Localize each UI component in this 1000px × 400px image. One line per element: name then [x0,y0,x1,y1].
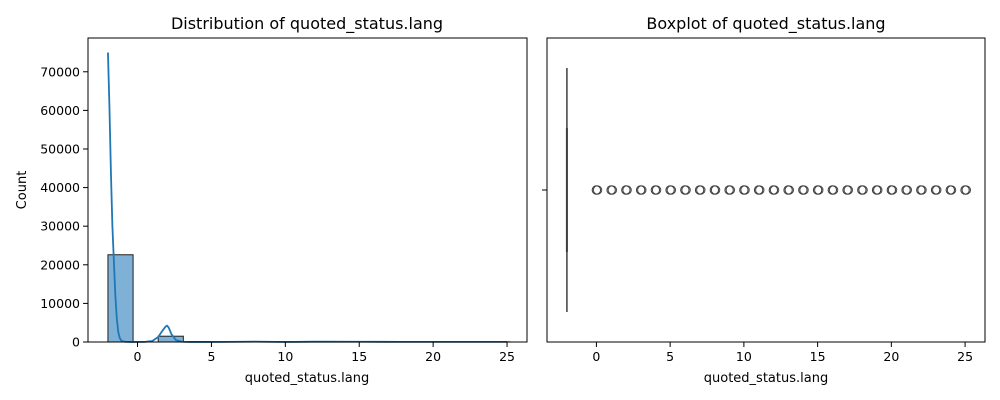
histogram-y-tick-label: 40000 [40,180,80,195]
boxplot-x-tick-label: 0 [592,349,600,364]
boxplot-x-tick-label: 5 [666,349,674,364]
histogram-y-tick-label: 60000 [40,103,80,118]
histogram-panel: Distribution of quoted_status.lang 0 5 10 1… [15,14,528,386]
boxplot-flier [784,185,794,195]
histogram-x-axis-label: quoted_status.lang [245,371,369,386]
boxplot-x-tick-label: 25 [957,349,973,364]
boxplot-flier [710,185,721,195]
histogram-x-tick-label: 15 [351,349,367,364]
boxplot-flier [932,185,942,195]
boxplot-flier [696,185,706,195]
boxplot-flier [917,185,927,195]
histogram-y-tick-label: 10000 [40,296,80,311]
histogram-bar [107,254,134,343]
boxplot-flier [961,185,971,195]
boxplot-flier [887,185,898,195]
boxplot-flier [946,185,957,195]
boxplot-panel: Boxplot of quoted_status.lang 0 5 10 15 20 25… [542,14,986,386]
histogram-x-tick-label: 0 [134,349,142,364]
boxplot-fliers [591,185,971,195]
histogram-y-tick-label: 30000 [40,219,80,234]
histogram-y-tick-label: 20000 [40,257,80,272]
kde-curve [107,52,508,343]
histogram-y-axis-label: Count [15,171,30,210]
boxplot-x-tick-label: 10 [736,349,752,364]
boxplot-flier [622,185,632,195]
histogram-y-tick-label: 70000 [40,64,80,79]
boxplot-flier [843,185,853,195]
histogram-x-tick-label: 25 [499,349,515,364]
boxplot-flier [755,185,765,195]
histogram-y-tick-label: 50000 [40,141,80,156]
histogram-y-tick-label: 0 [72,335,80,350]
boxplot-title: Boxplot of quoted_status.lang [646,14,885,34]
boxplot-flier [740,185,750,195]
boxplot-x-tick-label: 20 [883,349,899,364]
boxplot-flier [637,185,647,195]
boxplot-x-ticks: 0 5 10 15 20 25 [592,342,973,364]
histogram-x-tick-label: 10 [277,349,293,364]
boxplot-flier [799,185,809,195]
boxplot-axes-frame [546,37,986,343]
boxplot-flier [858,185,868,195]
boxplot-flier [651,185,662,195]
boxplot-flier [814,185,824,195]
boxplot-x-tick-label: 15 [810,349,826,364]
histogram-y-ticks: 0 10000 20000 30000 40000 50000 60000 70000 [40,64,88,350]
histogram-x-tick-label: 5 [207,349,215,364]
boxplot-flier [725,185,735,195]
boxplot-flier [873,185,883,195]
boxplot-flier [592,185,603,195]
boxplot-flier [607,185,618,195]
boxplot-flier [769,185,780,195]
histogram-x-tick-label: 20 [425,349,441,364]
histogram-title: Distribution of quoted_status.lang [171,14,443,34]
boxplot-x-axis-label: quoted_status.lang [704,371,828,386]
boxplot-flier [666,185,676,195]
histogram-axes-frame [87,37,528,343]
boxplot-flier [828,185,839,195]
histogram-x-ticks: 0 5 10 15 20 25 [134,342,515,364]
boxplot-flier [902,185,912,195]
boxplot-flier [681,185,691,195]
